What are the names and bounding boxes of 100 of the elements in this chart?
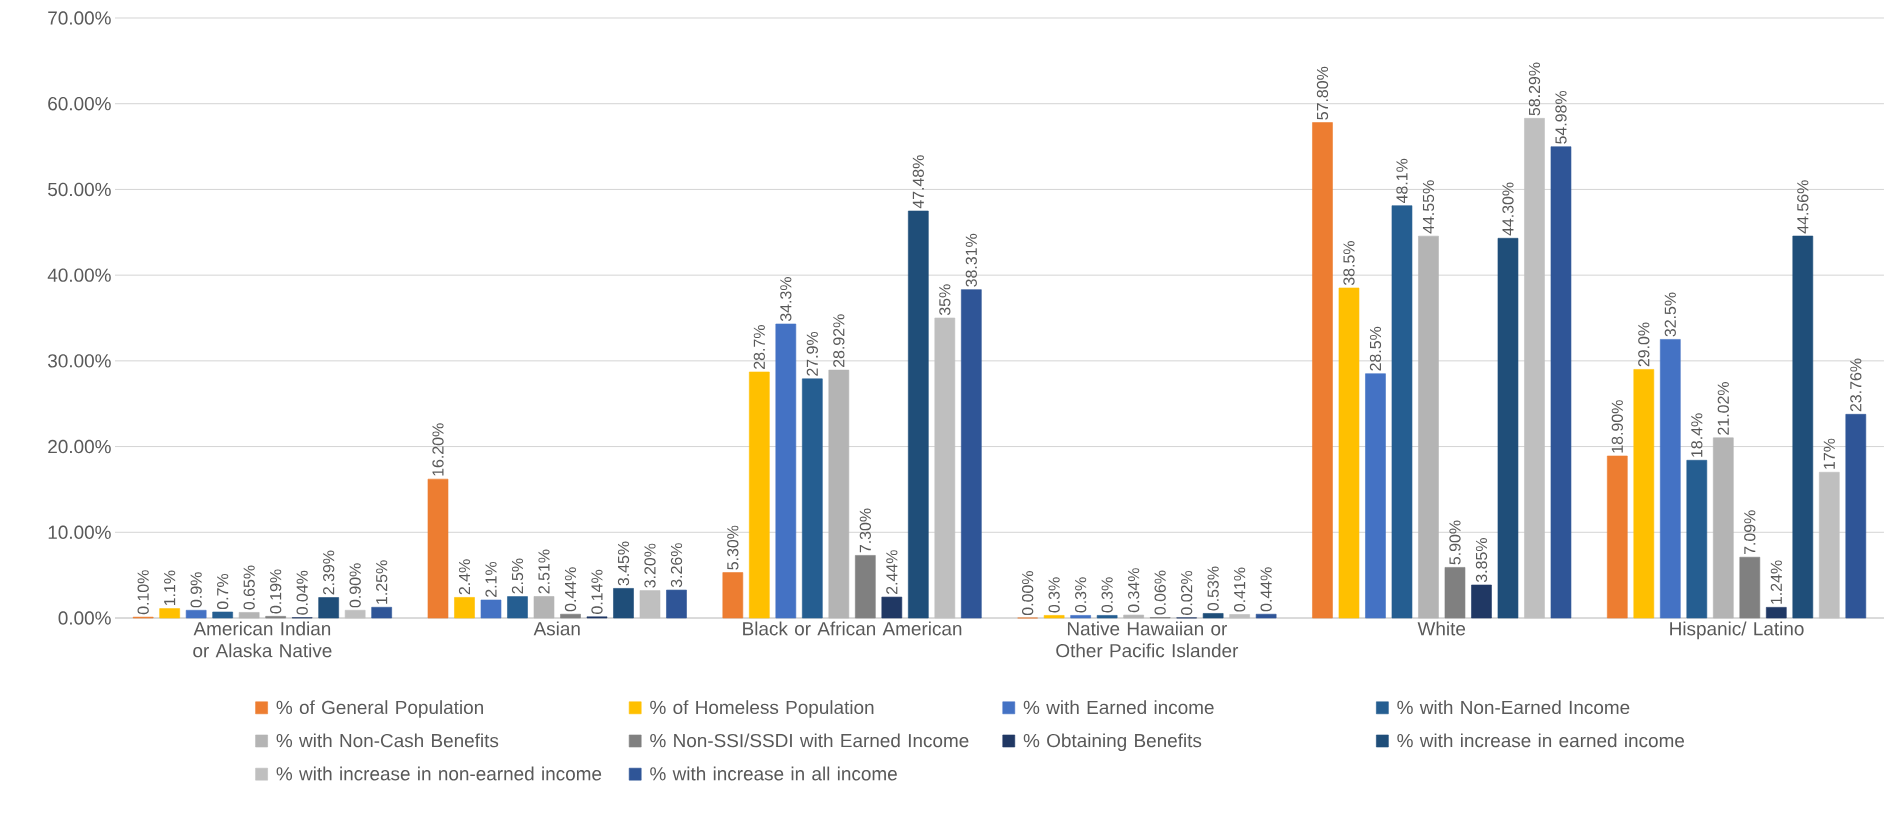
bar (775, 323, 797, 619)
data-label: 28.5% (1369, 326, 1382, 371)
data-label: 38.5% (1343, 241, 1355, 286)
bar (185, 609, 207, 619)
bar (427, 478, 449, 619)
bar (1550, 146, 1572, 619)
bar (1123, 614, 1144, 619)
data-label: 2.5% (511, 558, 524, 594)
data-label: 7.30% (859, 508, 871, 553)
bar (828, 369, 850, 619)
x-tick-label: White (1417, 621, 1466, 636)
bar (908, 210, 929, 619)
bar (1338, 287, 1360, 619)
bar (480, 599, 502, 619)
data-label: 0.19% (270, 569, 282, 614)
data-label: 0.3% (1101, 577, 1113, 613)
bar (855, 555, 876, 619)
data-label: 57.80% (1316, 66, 1329, 120)
bar (613, 588, 634, 619)
data-label: 2.4% (458, 559, 471, 595)
data-label: 0.14% (591, 569, 603, 614)
bar (666, 589, 687, 619)
data-label: 0.44% (1260, 567, 1272, 612)
data-label: 54.98% (1555, 90, 1567, 144)
bar (1043, 615, 1065, 619)
data-label: 44.55% (1422, 180, 1435, 234)
data-label: 16.20% (432, 423, 444, 476)
bar (533, 596, 555, 619)
legend-label: % of General Population (276, 700, 483, 718)
data-label: 58.29% (1528, 62, 1541, 116)
legend-label: % with increase in all income (650, 766, 897, 781)
x-tick-label: Black or African American (743, 621, 962, 636)
bar (1471, 584, 1492, 619)
data-label: 2.39% (323, 550, 335, 595)
bar (1660, 339, 1681, 619)
bar (159, 608, 180, 619)
data-label: 29.0% (1638, 322, 1650, 367)
bar (212, 611, 233, 619)
data-label: 7.09% (1744, 510, 1756, 555)
bar (1845, 414, 1867, 619)
bar (1686, 459, 1708, 619)
data-label: 28.7% (753, 325, 765, 369)
legend-label: % Obtaining Benefits (1023, 733, 1202, 752)
bar (371, 606, 392, 619)
x-tick-label: Asian (533, 621, 580, 636)
data-label: 18.90% (1611, 400, 1623, 453)
bar (1312, 122, 1333, 619)
data-label: 34.3% (780, 277, 792, 322)
data-label: 2.44% (886, 550, 898, 594)
data-label: 2.51% (538, 549, 550, 594)
x-tick-label: Native Hawaiian or Other Pacific Islander (1056, 621, 1239, 658)
x-tick-label: Hispanic/ Latino (1670, 621, 1804, 640)
bar (1739, 556, 1761, 619)
data-label: 2.1% (485, 561, 497, 597)
data-label: 0.34% (1128, 568, 1140, 613)
data-label: 5.90% (1449, 520, 1461, 565)
bar (1096, 615, 1118, 619)
data-label: 32.5% (1664, 292, 1676, 337)
bar (802, 378, 823, 619)
y-tick-label: 30.00% (48, 354, 111, 368)
bar (1607, 455, 1628, 619)
bar (1070, 615, 1091, 619)
y-tick-label: 60.00% (48, 97, 111, 111)
data-label: 0.3% (1048, 577, 1060, 613)
legend-label: % with increase in earned income (1397, 733, 1685, 748)
data-label: 48.1% (1396, 158, 1408, 204)
y-tick-label: 0.00% (58, 611, 111, 625)
bar (1255, 613, 1277, 619)
data-label: 0.44% (564, 567, 577, 612)
y-tick-label: 70.00% (48, 11, 111, 25)
legend-label: % with Non-Earned Income (1397, 700, 1630, 715)
data-label: 27.9% (806, 331, 818, 376)
data-label: 44.56% (1797, 180, 1809, 234)
data-label: 0.65% (243, 565, 255, 610)
data-label: 38.31% (965, 233, 977, 287)
bar (1497, 237, 1519, 619)
bar (1229, 614, 1250, 619)
bar (1365, 373, 1386, 619)
data-label: 0.53% (1207, 566, 1219, 611)
bar (318, 597, 339, 619)
data-label: 47.48% (912, 155, 924, 209)
bar (881, 596, 903, 619)
bar (1713, 437, 1734, 619)
data-label: 0.3% (1075, 577, 1087, 613)
legend-label: % of Homeless Population (650, 700, 874, 718)
data-label: 0.04% (296, 570, 308, 615)
x-tick-label: American Indian or Alaska Native (193, 621, 332, 658)
data-label: 5.30% (727, 525, 739, 570)
y-tick-label: 20.00% (48, 439, 111, 454)
bar (507, 596, 528, 619)
data-label: 44.30% (1502, 182, 1514, 236)
data-label: 3.85% (1475, 538, 1488, 583)
bar (344, 609, 366, 619)
bar (238, 612, 260, 619)
data-label: 0.02% (1181, 570, 1193, 615)
data-label: 23.76% (1850, 358, 1862, 412)
legend-label: % with Earned income (1023, 700, 1214, 715)
data-label: 17% (1823, 438, 1835, 469)
bar (639, 590, 661, 619)
bar (1202, 613, 1224, 619)
